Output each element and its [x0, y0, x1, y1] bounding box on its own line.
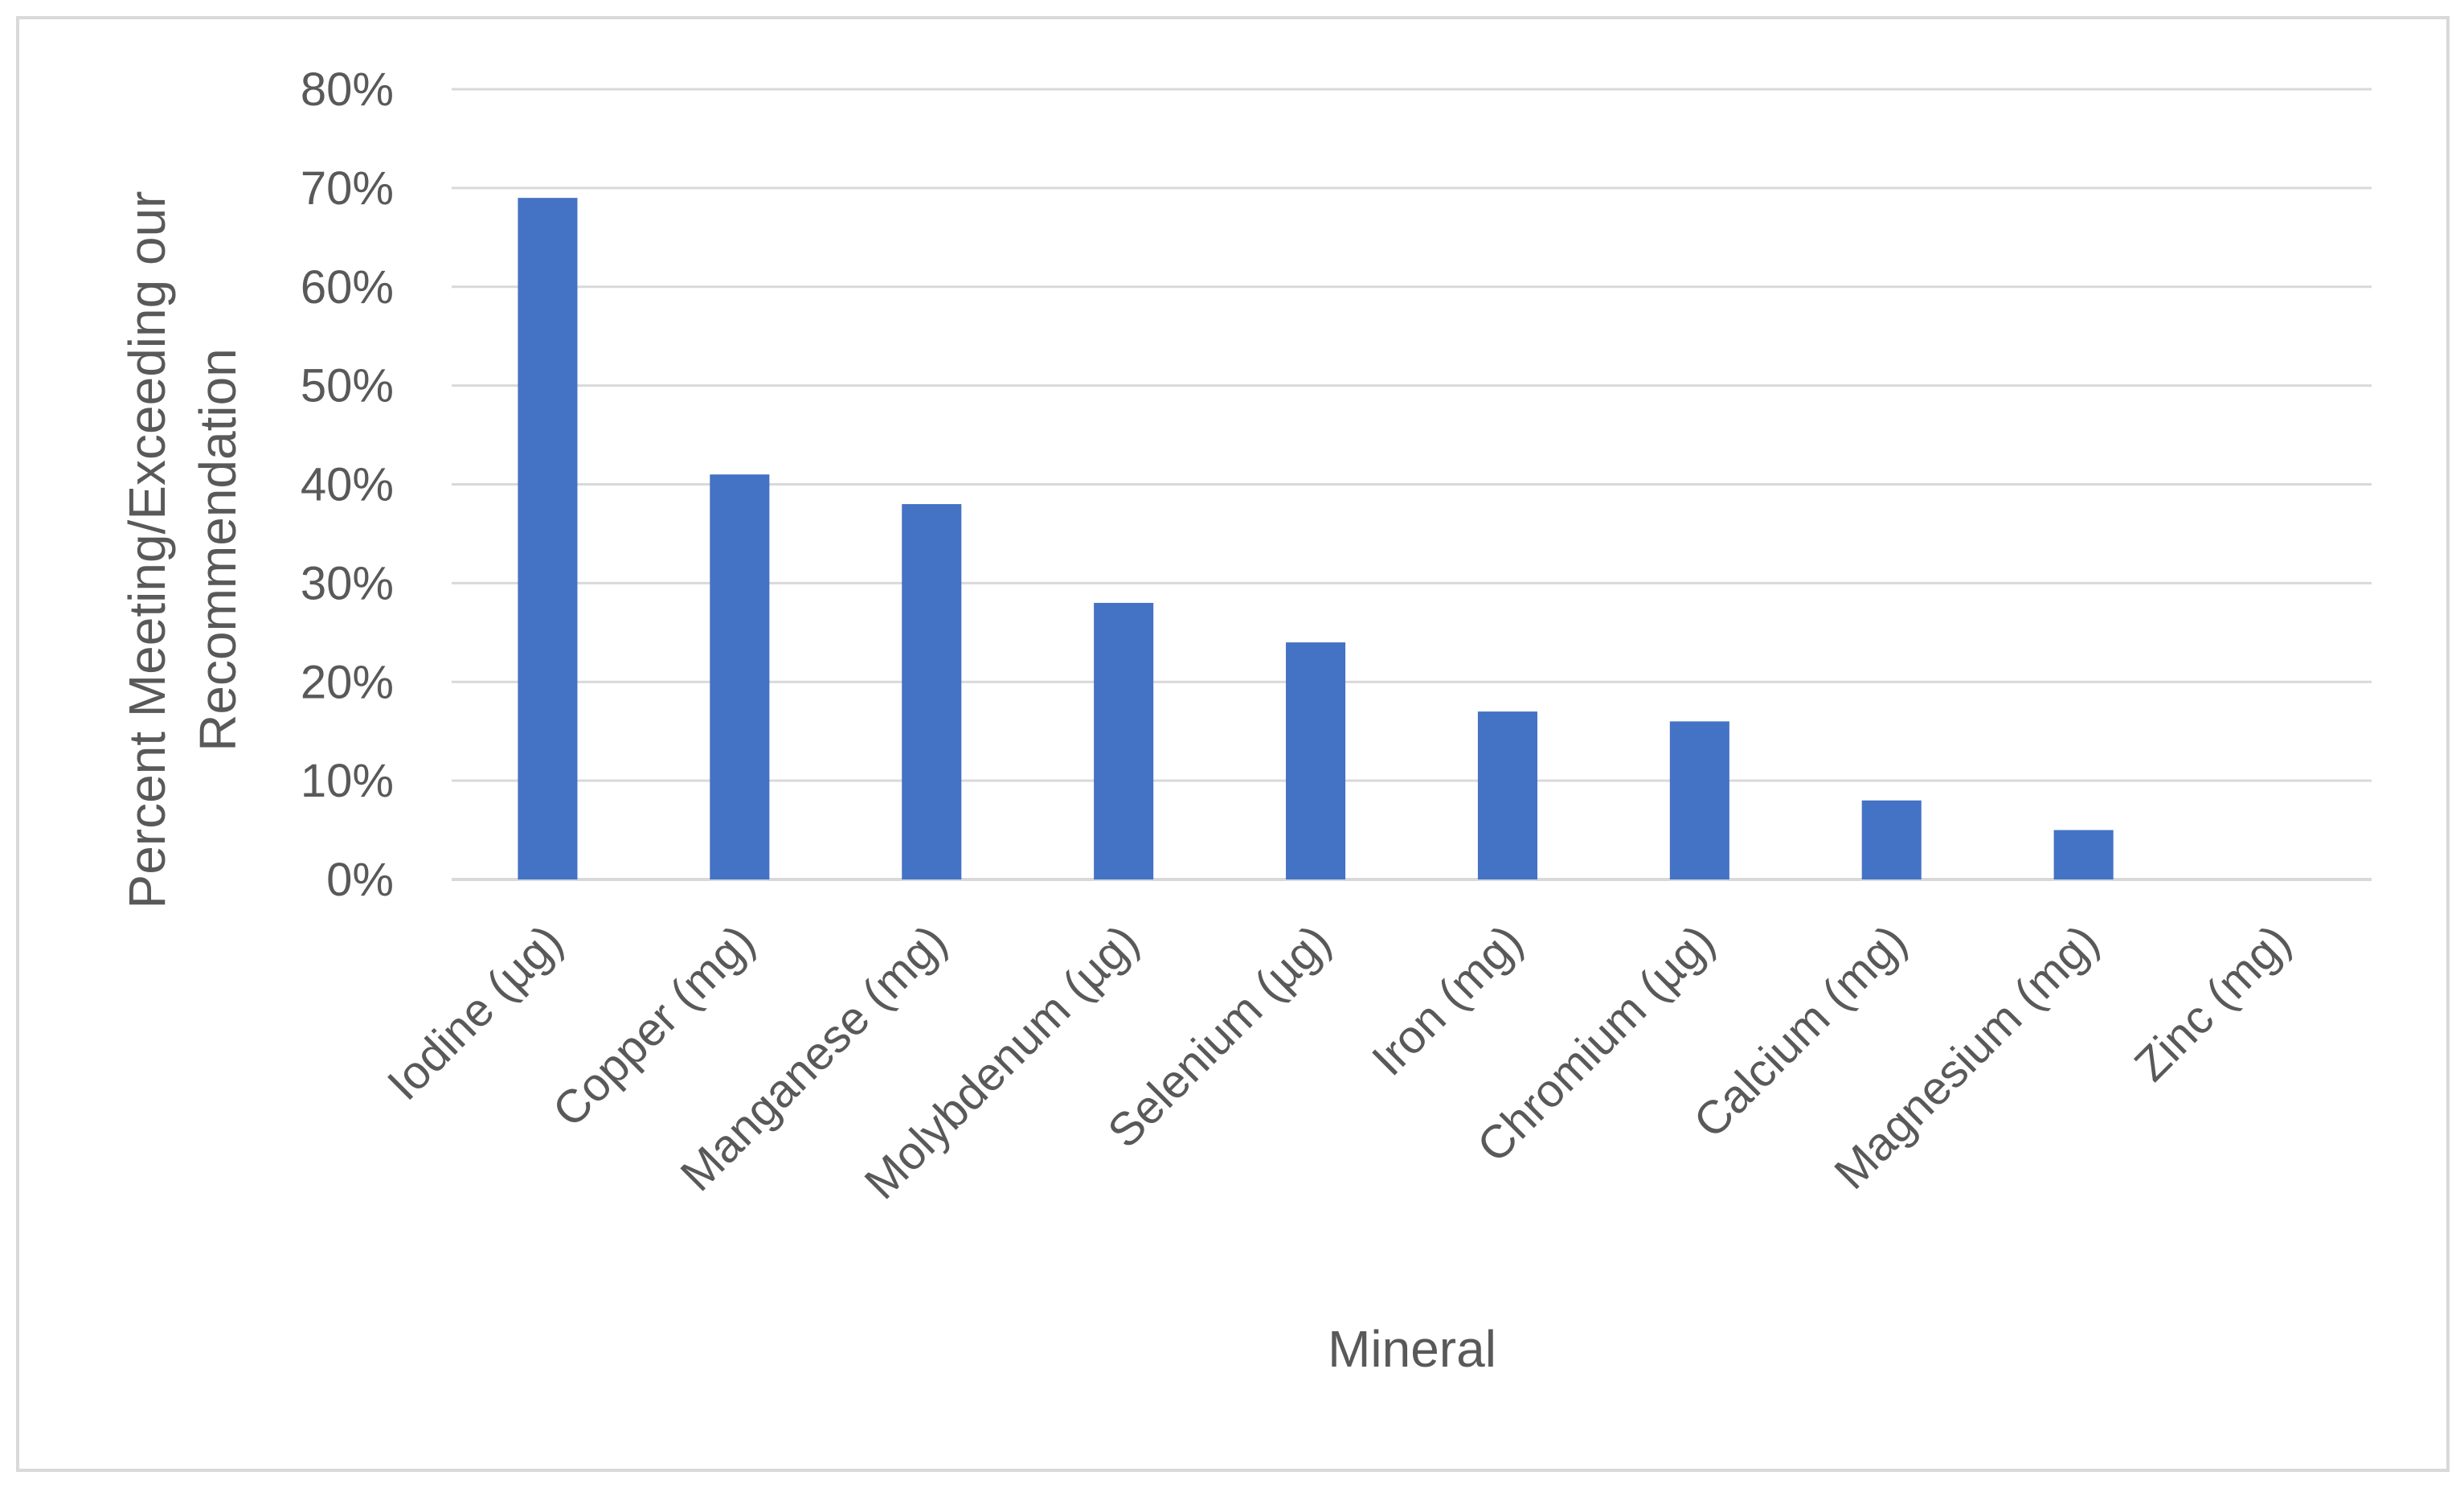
bar: [1286, 642, 1346, 879]
y-axis-title-line: Recommendation: [189, 348, 247, 752]
bar: [1094, 602, 1154, 879]
bar: [1477, 711, 1537, 879]
y-tick-label: 50%: [301, 360, 394, 412]
bar: [710, 474, 770, 879]
y-tick-label: 10%: [301, 755, 394, 807]
bar: [902, 504, 962, 879]
y-tick-label: 30%: [301, 557, 394, 609]
y-tick-label: 70%: [301, 162, 394, 215]
y-tick-label: 60%: [301, 261, 394, 314]
y-tick-label: 80%: [301, 64, 394, 116]
bar: [2053, 830, 2114, 879]
y-axis-title-line: Percent Meeting/Exceeding our: [118, 191, 176, 909]
bar: [518, 198, 578, 880]
y-tick-label: 20%: [301, 656, 394, 708]
y-axis-tick-labels: 0% 10% 20% 30% 40% 50% 60% 70% 80%: [301, 64, 394, 906]
bar: [1669, 721, 1729, 879]
chart-border: [16, 16, 2450, 1472]
y-tick-label: 40%: [301, 459, 394, 511]
gridlines: [452, 88, 2372, 881]
y-tick-label: 0%: [326, 854, 394, 906]
y-axis-title: Percent Meeting/Exceeding our Recommendat…: [118, 191, 247, 909]
x-axis-title: Mineral: [1328, 1320, 1496, 1378]
bar: [1861, 800, 1922, 879]
bars: [518, 198, 2114, 880]
